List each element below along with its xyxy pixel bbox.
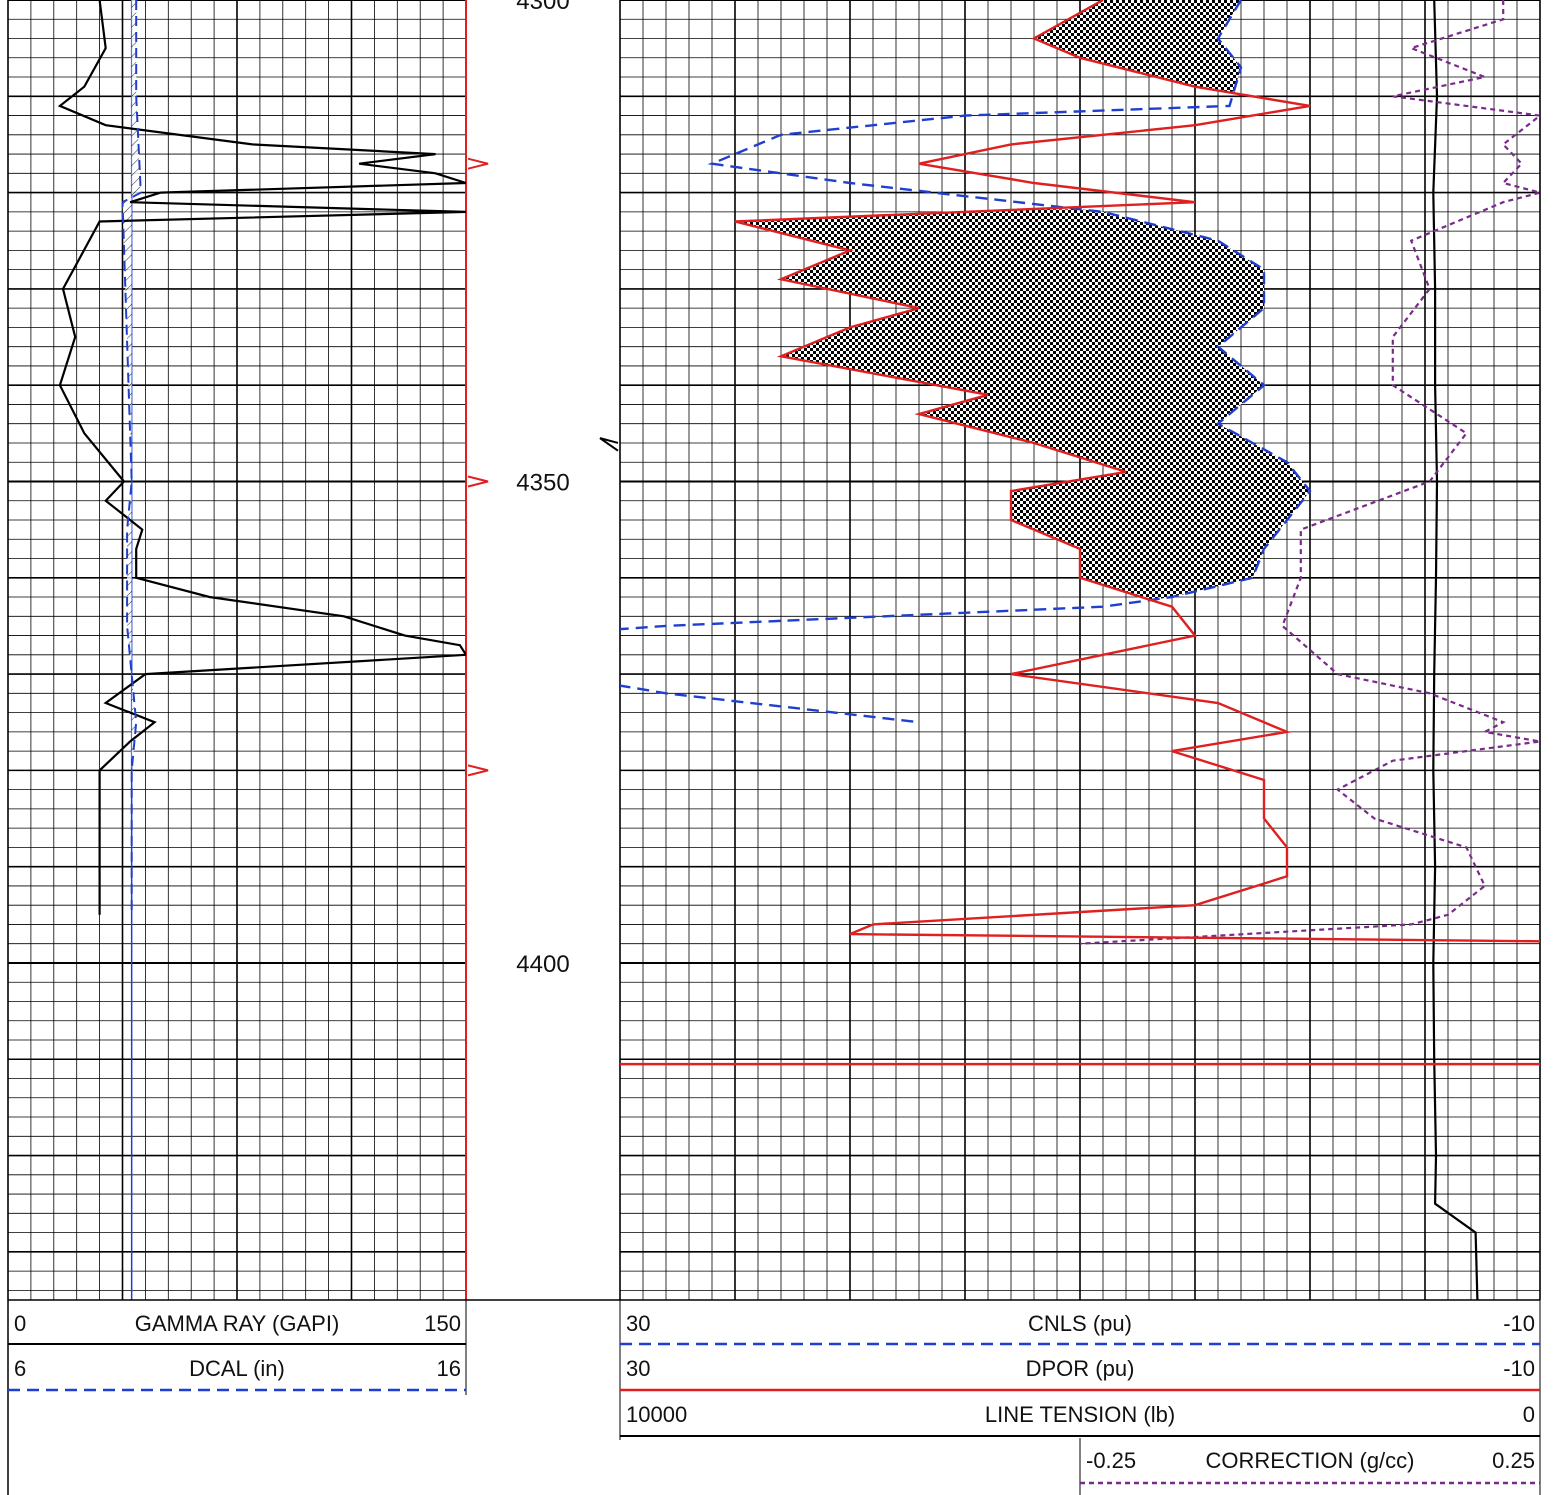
dpor-name-label: DPOR (pu) xyxy=(1026,1356,1135,1381)
track-1-curves xyxy=(57,0,466,1300)
dpor-curve xyxy=(734,0,1540,943)
depth-tick-label: 4300 xyxy=(516,0,569,15)
dcal-name-label: DCAL (in) xyxy=(189,1356,285,1381)
line-tension-name-label: LINE TENSION (lb) xyxy=(985,1402,1175,1427)
gamma-ray-curve xyxy=(57,0,466,915)
track-3-grid xyxy=(619,0,1541,1300)
gamma-ray-max-label: 150 xyxy=(424,1311,461,1336)
curve-legend: 0 GAMMA RAY (GAPI) 150 6 DCAL (in) 16 30… xyxy=(7,1299,1541,1495)
crossover-fill xyxy=(1034,0,1241,92)
cnls-max-label: -10 xyxy=(1503,1311,1535,1336)
depth-tick-label: 4400 xyxy=(516,951,569,978)
correction-curve xyxy=(1079,0,1540,945)
gamma-ray-name-label: GAMMA RAY (GAPI) xyxy=(135,1311,340,1336)
cnls-curve xyxy=(620,0,1312,724)
depth-flag xyxy=(467,157,489,170)
depth-marker-arrow xyxy=(599,437,619,452)
track-3-curves xyxy=(620,0,1540,1300)
depth-tick-label: 4350 xyxy=(516,469,569,496)
cnls-name-label: CNLS (pu) xyxy=(1028,1311,1132,1336)
line-tension-min-label: 10000 xyxy=(626,1402,687,1427)
depth-axis-labels: 4300 4350 4400 xyxy=(516,0,619,978)
dpor-min-label: 30 xyxy=(626,1356,650,1381)
correction-name-label: CORRECTION (g/cc) xyxy=(1206,1448,1415,1473)
correction-max-label: 0.25 xyxy=(1492,1448,1535,1473)
line-tension-curve xyxy=(1432,0,1479,1300)
correction-min-label: -0.25 xyxy=(1086,1448,1136,1473)
dcal-max-label: 16 xyxy=(437,1356,461,1381)
dcal-curve xyxy=(121,0,142,915)
depth-flag xyxy=(467,764,489,777)
gamma-ray-min-label: 0 xyxy=(14,1311,26,1336)
dpor-max-label: -10 xyxy=(1503,1356,1535,1381)
track-1-grid xyxy=(7,0,467,1300)
cnls-min-label: 30 xyxy=(626,1311,650,1336)
depth-flag xyxy=(467,475,489,488)
depth-flags xyxy=(467,157,489,777)
dcal-min-label: 6 xyxy=(14,1356,26,1381)
line-tension-max-label: 0 xyxy=(1523,1402,1535,1427)
crossover-fill xyxy=(735,209,1310,600)
